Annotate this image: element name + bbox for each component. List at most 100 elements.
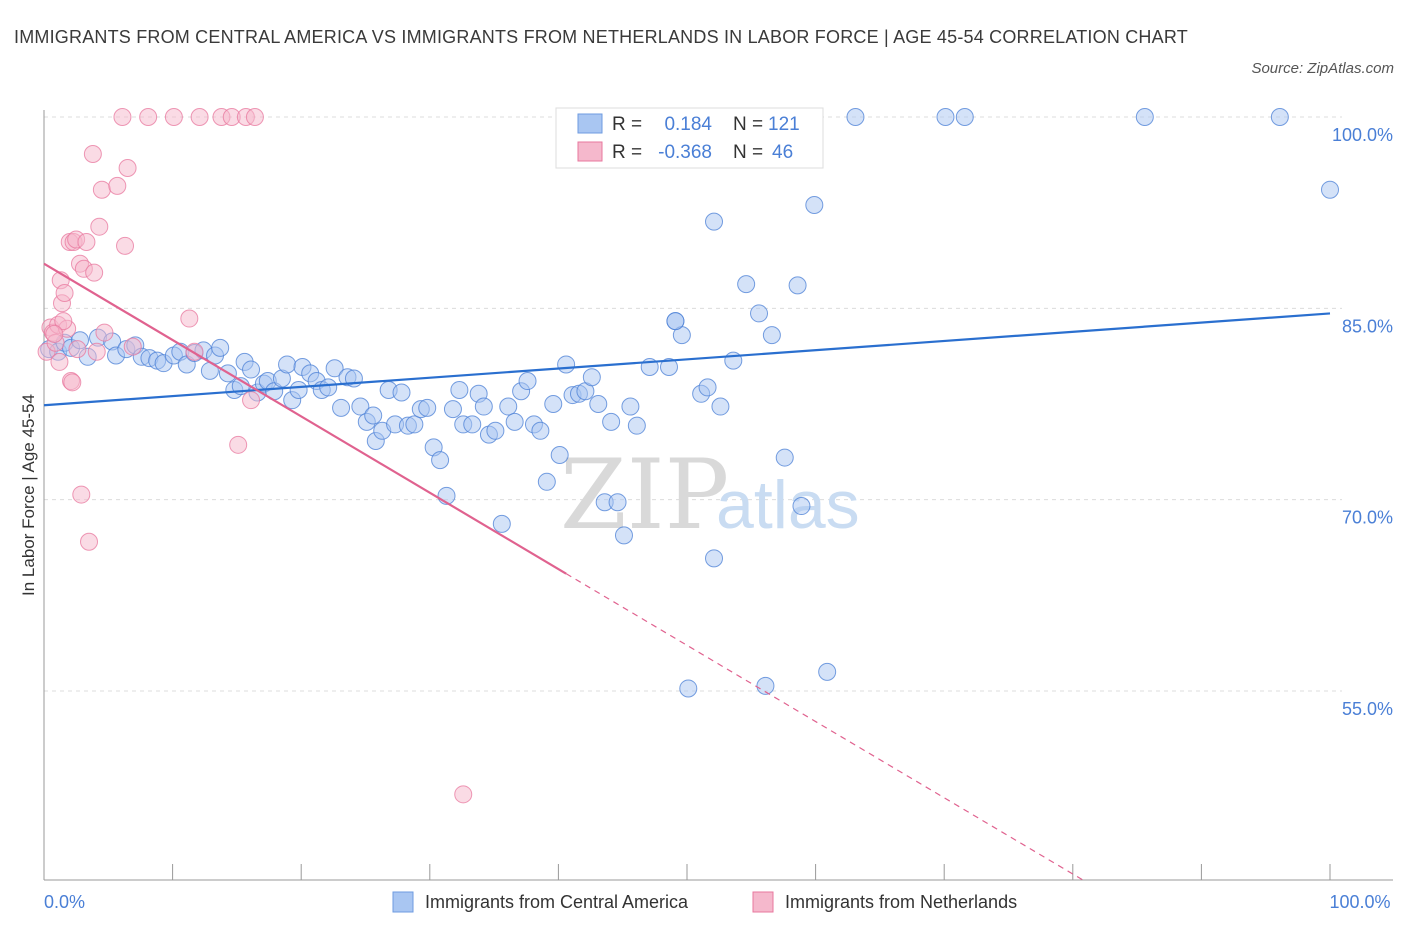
central_america-point-92 (659, 358, 678, 377)
central_america-point-85 (602, 412, 621, 431)
legend-n-value-pink: 46 (772, 142, 793, 163)
central_america-point-60 (443, 400, 462, 419)
central_america-point-61 (450, 380, 469, 399)
series-legend-label-blue: Immigrants from Central America (425, 892, 689, 912)
central_america-point-109 (711, 397, 730, 416)
x-tick-label-1: 100.0% (1329, 892, 1390, 912)
central_america-point-58 (431, 451, 450, 470)
central_america-point-104 (666, 312, 685, 331)
central_america-point-77 (550, 446, 569, 465)
central_america-point-107 (698, 378, 717, 397)
netherlands-point-45 (45, 324, 64, 343)
central_america-point-22 (211, 338, 230, 357)
legend-n-label-blue: N = (733, 114, 763, 135)
y-tick-label-3: 55.0% (1342, 699, 1393, 719)
y-axis-label: In Labor Force | Age 45-54 (19, 394, 38, 596)
netherlands-point-28 (116, 236, 135, 255)
central_america-point-75 (537, 472, 556, 491)
central_america-point-114 (756, 676, 775, 695)
central_america-point-68 (492, 514, 511, 533)
legend-swatch-blue (577, 113, 603, 134)
netherlands-point-29 (118, 159, 137, 178)
netherlands-point-16 (72, 485, 91, 504)
central_america-point-76 (544, 395, 563, 413)
central_america-point-101 (1135, 108, 1154, 126)
netherlands-point-31 (139, 108, 158, 126)
central_america-point-118 (805, 196, 824, 215)
trend-line-netherlands (43, 262, 567, 575)
series-legend: Immigrants from Central America Immigran… (392, 891, 1017, 913)
legend-n-label-pink: N = (733, 142, 763, 163)
netherlands-point-8 (55, 284, 74, 303)
y-tick-label-2: 70.0% (1342, 508, 1393, 528)
central_america-point-99 (936, 108, 955, 126)
axes (43, 110, 1393, 881)
central_america-point-112 (750, 304, 769, 323)
central_america-point-47 (364, 406, 383, 425)
central_america-point-42 (332, 398, 351, 417)
watermark-zip: ZIP (560, 439, 729, 551)
central_america-point-27 (242, 360, 261, 379)
central_america-point-105 (679, 679, 698, 698)
source-credit: Source: ZipAtlas.com (1251, 60, 1394, 77)
central_america-point-67 (486, 421, 505, 440)
central_america-point-65 (474, 397, 493, 416)
central_america-point-88 (621, 397, 640, 416)
netherlands-point-43 (63, 373, 82, 392)
legend-n-value-blue: 121 (768, 114, 800, 135)
series-legend-swatch-blue (392, 891, 414, 913)
watermark: ZIP atlas (560, 439, 860, 551)
central_america-point-113 (762, 326, 781, 345)
legend-r-value-pink: -0.368 (658, 142, 712, 163)
netherlands-point-21 (85, 263, 104, 282)
central_america-point-45 (351, 397, 370, 416)
netherlands-point-42 (454, 785, 473, 804)
central_america-point-40 (319, 378, 338, 397)
legend-r-label-pink: R = (612, 142, 642, 163)
netherlands-point-41 (242, 391, 261, 410)
central_america-point-87 (614, 526, 633, 545)
central_america-point-96 (705, 212, 724, 231)
netherlands-point-20 (83, 144, 102, 163)
central_america-point-52 (392, 383, 411, 402)
netherlands-point-39 (245, 108, 264, 126)
central_america-point-83 (589, 395, 608, 413)
netherlands-point-32 (164, 108, 183, 126)
central_america-point-103 (1321, 180, 1339, 199)
netherlands-point-26 (108, 176, 127, 195)
stats-legend: R = 0.184 N = 121 R = -0.368 N = 46 (555, 107, 824, 169)
y-tick-label-0: 100.0% (1332, 125, 1393, 145)
central_america-point-35 (289, 380, 308, 399)
central_america-point-78 (557, 355, 576, 374)
trend-line-netherlands-extrapolated (565, 573, 1084, 881)
central_america-point-74 (531, 421, 550, 440)
gridlines (44, 116, 1342, 692)
central_america-point-63 (463, 415, 482, 434)
netherlands-point-25 (95, 323, 114, 342)
netherlands-point-14 (68, 340, 87, 359)
central_america-point-33 (278, 355, 297, 374)
netherlands-point-5 (50, 352, 69, 371)
central_america-point-86 (608, 493, 627, 512)
netherlands-point-18 (77, 233, 96, 252)
netherlands-point-27 (113, 108, 132, 126)
chart-title: IMMIGRANTS FROM CENTRAL AMERICA VS IMMIG… (14, 27, 1188, 47)
netherlands-point-44 (54, 312, 73, 331)
data-points (37, 108, 1339, 804)
central_america-point-72 (518, 372, 537, 391)
central_america-point-82 (582, 368, 601, 387)
netherlands-point-19 (80, 532, 99, 551)
central_america-point-111 (737, 275, 756, 294)
legend-r-label-blue: R = (612, 114, 642, 135)
netherlands-point-40 (229, 435, 248, 454)
central_america-point-100 (955, 108, 974, 126)
tick-labels: 100.0% 85.0% 70.0% 55.0% 0.0% 100.0% (44, 125, 1393, 912)
central_america-point-56 (418, 398, 437, 417)
series-legend-label-pink: Immigrants from Netherlands (785, 892, 1017, 912)
netherlands-point-30 (123, 337, 142, 356)
y-tick-label-1: 85.0% (1342, 316, 1393, 336)
central_america-point-115 (775, 448, 794, 467)
series-legend-swatch-pink (752, 891, 774, 913)
central_america-point-117 (792, 497, 811, 516)
